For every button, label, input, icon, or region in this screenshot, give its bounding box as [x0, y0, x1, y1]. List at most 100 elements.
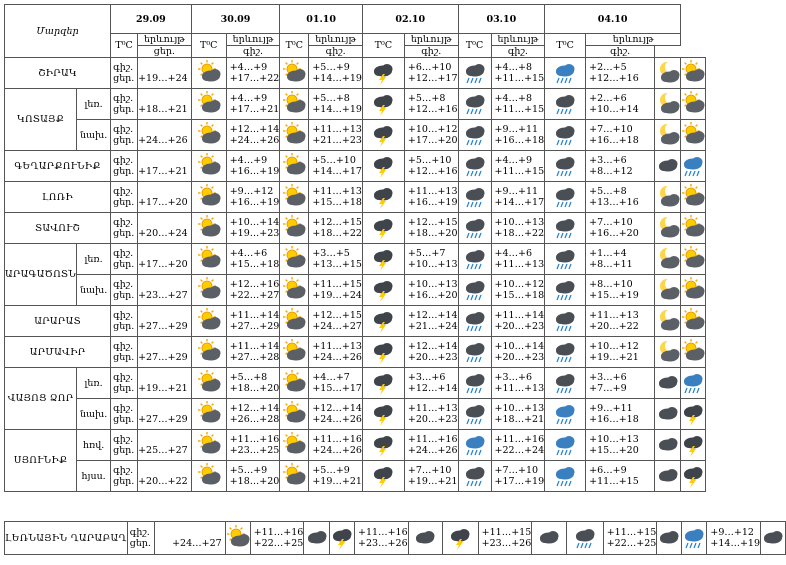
weather-cell	[191, 58, 226, 89]
day-temperature: +8…+12	[589, 166, 654, 177]
weather-cell	[545, 89, 586, 120]
date-header: 02.10	[362, 5, 458, 34]
temperature-cell: +1…+4 +8…+11	[586, 244, 655, 275]
weather-header: երևույթ	[404, 34, 458, 46]
weather-cell	[280, 213, 309, 244]
night-temperature: +5…+10	[312, 155, 362, 166]
day-temperature: +21…+23	[312, 135, 362, 146]
day-night-labels: գիշ. ցեր.	[111, 244, 138, 275]
forecast-table: Մարզեր 29.09 30.09 01.10 02.10 03.10 04.10 T⁰C ե…	[4, 4, 706, 492]
day-temperature: +16…+19	[230, 166, 280, 177]
temp-header: T⁰C	[458, 34, 491, 58]
temperature-cell: +5…+7 +10…+13	[404, 244, 458, 275]
sun-behind-cloud-icon	[280, 401, 308, 427]
temperature-cell: +11…+16 +24…+26	[404, 430, 458, 461]
temperature-cell: +9…+12 +14…+19	[707, 522, 761, 555]
day-temperature: +24…+26	[312, 352, 362, 363]
subregion-name: հյսս.	[77, 461, 111, 492]
day-temperature: +20…+23	[408, 414, 458, 425]
night-temperature: +9…+11	[589, 403, 654, 414]
temperature-cell: +27…+29	[138, 399, 192, 430]
night-temperature: +4…+8	[495, 62, 545, 73]
thunderstorm-icon	[363, 339, 404, 365]
weather-cell	[362, 368, 404, 399]
night-temperature: +11…+15	[482, 527, 532, 538]
weather-cell	[545, 58, 586, 89]
weather-cell	[655, 151, 681, 182]
sun-behind-cloud-icon	[280, 277, 308, 303]
day-temperature: +17…+19	[495, 476, 545, 487]
night-temperature: +3…+6	[589, 155, 654, 166]
day-temperature: +13…+16	[589, 197, 654, 208]
sun-behind-cloud-icon	[681, 215, 705, 241]
night-temperature: +9…+11	[495, 186, 545, 197]
rain-cloud-icon	[459, 308, 491, 334]
weather-cell	[280, 120, 309, 151]
weather-cell	[545, 430, 586, 461]
weather-cell	[681, 89, 706, 120]
day-temperature: +12…+16	[408, 166, 458, 177]
night-temperature: +5…+10	[408, 155, 458, 166]
weather-cell	[681, 58, 706, 89]
thunderstorm-icon	[363, 432, 404, 458]
weather-cell	[681, 120, 706, 151]
sun-behind-cloud-icon	[280, 370, 308, 396]
day-temperature: +23…+26	[482, 538, 532, 549]
date-header: 29.09	[111, 5, 192, 34]
sun-behind-cloud-icon	[681, 308, 705, 334]
sun-behind-cloud-icon	[192, 91, 226, 117]
weather-cell	[681, 430, 706, 461]
weather-cell	[681, 461, 706, 492]
day-temperature: +10…+14	[589, 104, 654, 115]
day-temperature: +19…+21	[312, 476, 362, 487]
day-temperature: +19…+21	[589, 352, 654, 363]
sun-behind-cloud-icon	[280, 432, 308, 458]
night-temperature: +12…+15	[312, 217, 362, 228]
table-title: Մարզեր	[5, 5, 111, 58]
temperature-cell: +24…+27	[154, 522, 225, 555]
sun-behind-cloud-icon	[192, 246, 226, 272]
day-temperature: +27…+28	[230, 352, 280, 363]
weather-cell	[191, 89, 226, 120]
sun-behind-cloud-icon	[192, 308, 226, 334]
sun-behind-cloud-icon	[192, 184, 226, 210]
thunderstorm-icon	[363, 463, 404, 489]
temperature-cell: +23…+27	[138, 275, 192, 306]
region-name: ՍՅՈՒՆԻՔ	[5, 430, 77, 492]
weather-cell	[280, 244, 309, 275]
rain-cloud-icon	[459, 122, 491, 148]
weather-cell	[280, 306, 309, 337]
weather-cell	[655, 430, 681, 461]
subregion-name: լեռ.	[77, 244, 111, 275]
temperature-cell: +9…+11 +16…+18	[491, 120, 545, 151]
day-temperature: +16…+20	[408, 290, 458, 301]
temperature-cell: +2…+6 +10…+14	[586, 89, 655, 120]
weather-cell	[655, 461, 681, 492]
night-temperature: +9…+12	[230, 186, 280, 197]
rain-cloud-icon	[545, 215, 585, 241]
weather-cell	[655, 244, 681, 275]
day-temperature: +19…+21	[408, 476, 458, 487]
day-temperature: +23…+26	[358, 538, 408, 549]
temp-header: T⁰C	[545, 34, 586, 58]
weather-cell	[681, 151, 706, 182]
thunderstorm-icon	[681, 401, 705, 427]
weather-cell	[458, 461, 491, 492]
day-temperature: +18…+21	[495, 414, 545, 425]
temperature-cell: +20…+24	[138, 213, 192, 244]
night-temperature: +12…+14	[408, 341, 458, 352]
moon-cloud-icon	[655, 184, 680, 210]
temperature-cell: +11…+16 +23…+25	[226, 430, 280, 461]
day-temperature: +24…+26	[408, 445, 458, 456]
weather-cell	[655, 368, 681, 399]
region-name: ՎԱՅՈՑ ՁՈՐ	[5, 368, 77, 430]
weather-cell	[362, 182, 404, 213]
day-temperature: +11…+13	[495, 383, 545, 394]
night-temperature: +11…+13	[408, 403, 458, 414]
night-temperature: +11…+16	[495, 434, 545, 445]
sleet-cloud-icon	[681, 153, 705, 179]
cloud-icon	[655, 370, 680, 396]
sun-behind-cloud-icon	[192, 153, 226, 179]
night-temperature: +5…+8	[230, 372, 280, 383]
day-temperature: +21…+24	[408, 321, 458, 332]
